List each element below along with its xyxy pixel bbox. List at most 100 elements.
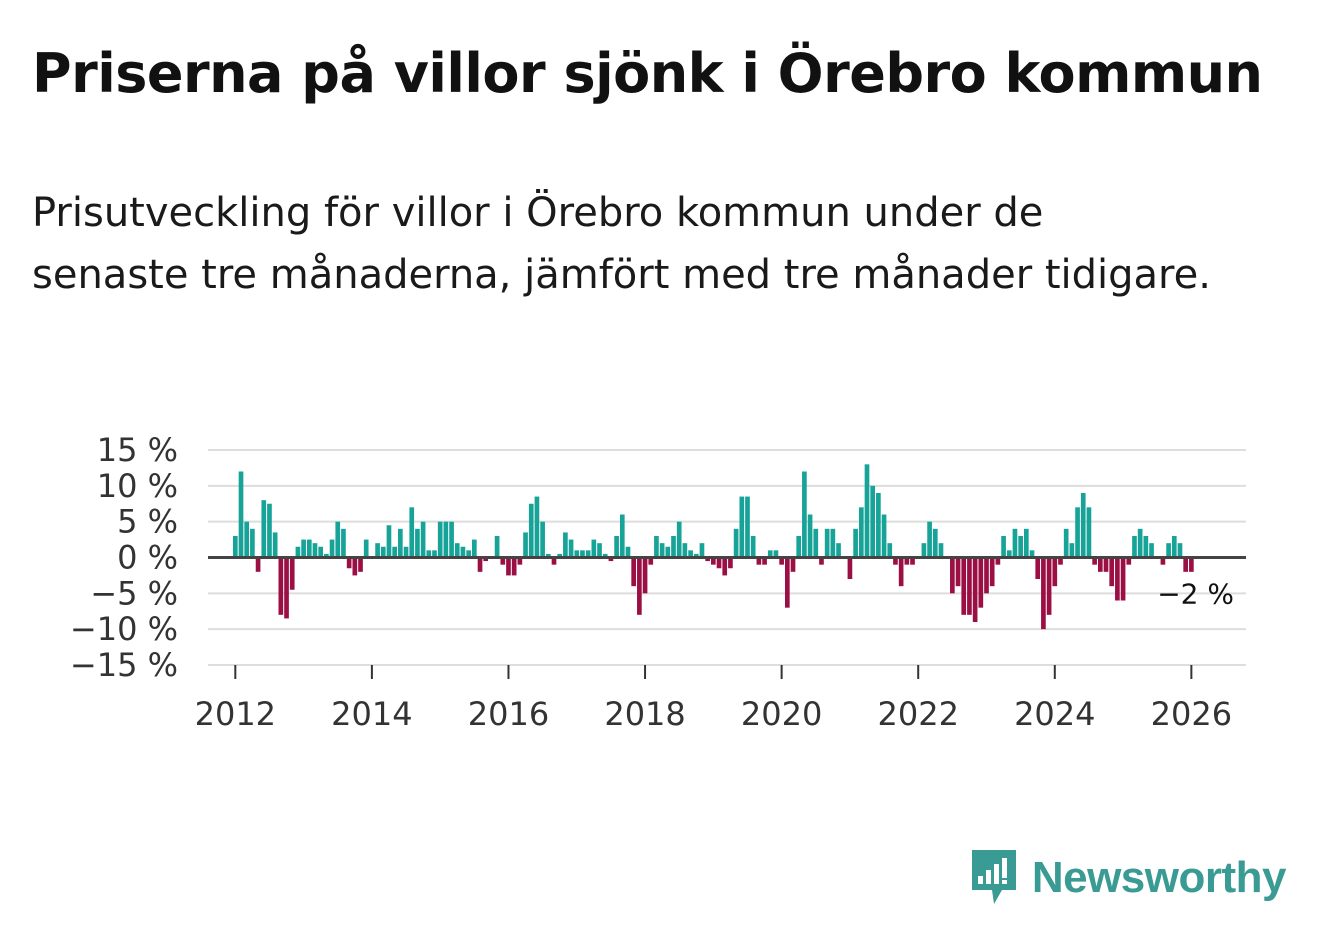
axes [208,556,1246,679]
y-tick-label: 15 % [97,431,178,469]
bar [449,521,454,558]
bar [415,528,420,558]
x-tick-label: 2018 [604,695,685,733]
bar [1012,528,1018,558]
bar [648,557,654,565]
bar [420,521,426,558]
bar [568,539,574,558]
bar [506,557,511,576]
bar [1120,557,1126,601]
bar [261,500,267,558]
bar [1092,557,1097,565]
bar [830,528,836,558]
bar [494,536,500,558]
bar [921,543,927,558]
bar [984,557,989,594]
chart-subtitle: Prisutveckling för villor i Örebro kommu… [32,190,1211,298]
bar [750,536,756,558]
bar [557,553,563,558]
bar [745,496,750,558]
y-tick-label: 10 % [97,467,178,505]
bar [1018,536,1023,558]
bar [881,514,887,558]
bar [1143,536,1149,558]
bar [335,521,341,558]
bar [540,521,545,558]
bar [574,550,580,558]
bar [1183,557,1189,572]
bar [625,546,631,558]
bar [483,557,489,562]
bar [1058,557,1063,565]
bar [1046,557,1052,615]
bar [995,557,1001,565]
bar [728,557,733,569]
bar [306,539,312,558]
bar [870,485,876,558]
bar [1029,550,1035,558]
bar [278,557,284,615]
bar [1075,507,1080,558]
bar [637,557,642,615]
bar [454,543,460,558]
bar [398,528,403,558]
bar [1097,557,1103,572]
bar [580,550,585,558]
bar [682,543,688,558]
bar [819,557,824,565]
bar [318,546,324,558]
bar-series [232,464,1194,630]
bar [790,557,796,572]
bar [1177,543,1183,558]
x-tick-label: 2026 [1151,695,1232,733]
bar [534,496,540,558]
bar [887,543,893,558]
bar [528,503,534,558]
bar [676,521,682,558]
bar [312,543,318,558]
bar [380,546,386,558]
bar [608,557,614,562]
bar [978,557,984,608]
bar [1103,557,1109,572]
bar [665,546,671,558]
bar [1115,557,1120,601]
bar [733,528,739,558]
bar [972,557,978,622]
y-tick-label: −5 % [90,574,178,612]
bar [1080,493,1086,558]
bar [693,553,699,558]
bar [927,521,932,558]
bar [426,550,432,558]
bar [1160,557,1166,565]
bar [267,503,272,558]
bar [443,521,449,558]
labels: 15 %10 %5 %0 %−5 %−10 %−15 % 2012 2014 2016… [70,431,1234,733]
bar [1069,543,1075,558]
y-tick-label: 0 % [117,539,178,577]
bar [500,557,506,565]
bar [1001,536,1006,558]
bar [813,528,819,558]
brand-name: Newsworthy [1031,853,1287,902]
bar [284,557,289,619]
bar [989,557,995,587]
bar [716,557,722,569]
bar [858,507,864,558]
bar [642,557,648,594]
bar [551,557,557,565]
bar [437,521,443,558]
bar [711,557,716,565]
bar [511,557,517,576]
bar [517,557,523,565]
bar [961,557,967,615]
brand-logo: Newsworthy [968,846,1287,910]
newsworthy-logo-icon [971,850,1016,904]
bar [654,536,659,558]
bar [853,528,858,558]
bar [1126,557,1132,565]
end-value-label: −2 % [1157,577,1234,610]
bar [375,543,380,558]
bar [289,557,295,590]
bar [705,557,710,562]
